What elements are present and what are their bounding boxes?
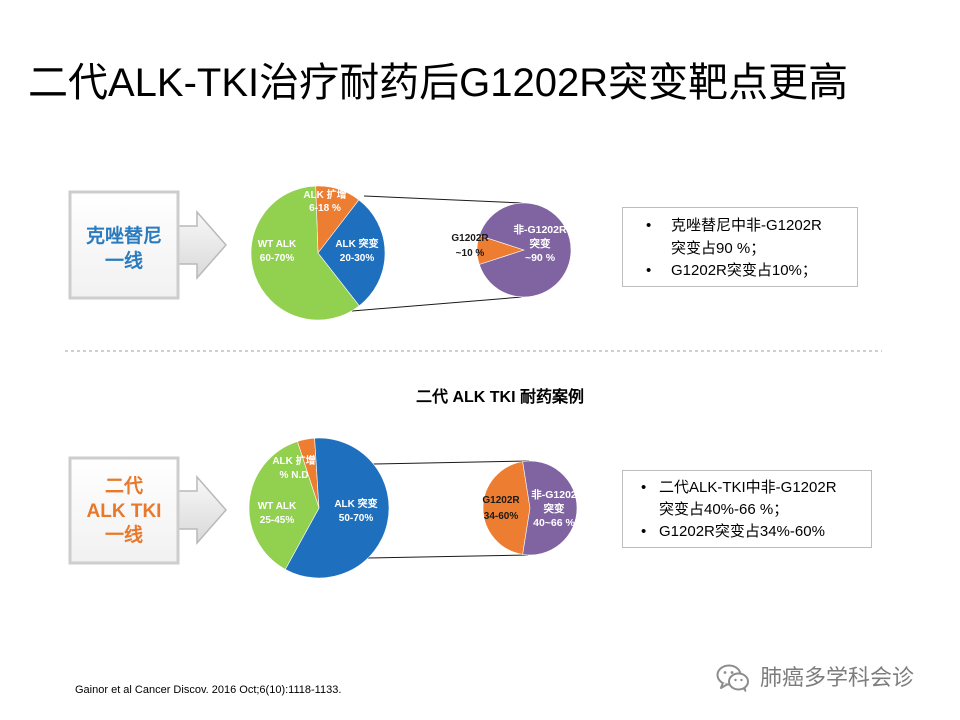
therapy-line: 一线 [104, 251, 143, 272]
note-bullet-item: G1202R突变占34%-60% [659, 521, 871, 543]
slice-name: ALK 突变 [335, 239, 379, 250]
pie-upper-main [250, 185, 386, 321]
connector-line-bottom [367, 554, 529, 559]
pie-lower-main [248, 437, 390, 579]
wechat-icon [716, 664, 749, 692]
bullet-icon [646, 215, 651, 238]
case-heading: 二代 ALK TKI 耐药案例 [416, 389, 584, 406]
pie-1-slice-2 [317, 199, 386, 307]
note-box-lower: 二代ALK-TKI中非-G1202R 突变占40%-66 %； G1202R突变… [622, 470, 872, 548]
note-box-upper: 克唑替尼中非-G1202R 突变占90 %； G1202R突变占10%； [622, 207, 858, 287]
citation: Gainor et al Cancer Discov. 2016 Oct;6(1… [75, 684, 342, 696]
therapy-line: ALK TKI [86, 500, 162, 522]
bullet-icon [641, 521, 646, 543]
slice-value-label: 34-60% [483, 511, 519, 522]
connector-line-top [363, 195, 523, 204]
slice-value-label: ~10 % [455, 248, 485, 259]
note-bullet-item: G1202R突变占10%； [671, 260, 857, 283]
arrow-right-icon [175, 475, 227, 545]
bullet-icon [641, 477, 646, 499]
slice-name: WT ALK [257, 501, 297, 512]
pie-4-slice-1 [482, 461, 531, 555]
slice-name: ALK 扩增 [303, 190, 347, 201]
pie-lower-secondary [482, 460, 578, 556]
slide-title: 二代ALK-TKI治疗耐药后G1202R突变靶点更高 [28, 61, 849, 105]
pie1-label-slice2: ALK 突变 20-30% [335, 238, 378, 266]
slice-name: ALK 突变 [334, 499, 378, 510]
note-bullet-item: 克唑替尼中非-G1202R 突变占90 %； [671, 215, 857, 260]
pie1-label-slice3: WT ALK 60-70% [258, 238, 297, 266]
note-line: G1202R突变占10%； [671, 262, 817, 279]
therapy-box [68, 456, 180, 565]
slice-value-label: 60-70% [259, 253, 295, 264]
slice-name: 非-G1202 [531, 489, 577, 501]
therapy-line: 克唑替尼 [85, 226, 162, 247]
slice-value-label: 20-30% [339, 253, 375, 264]
note-line: 突变占90 %； [671, 239, 766, 257]
therapy-callout-upper [68, 190, 227, 300]
slice-value-label: 6-18 % [309, 203, 341, 214]
slice-name: G1202R [482, 495, 520, 506]
pie-3-slice-2 [284, 437, 390, 579]
note-bullet-item: 二代ALK-TKI中非-G1202R 突变占40%-66 %； [659, 477, 871, 521]
slice-name: 突变 [543, 503, 565, 515]
slice-value-label: 25-45% [259, 515, 295, 526]
watermark-text: 肺癌多学科会诊 [760, 665, 915, 690]
note-line: 克唑替尼中非-G1202R [671, 217, 822, 234]
pie-3-slice-3 [248, 441, 320, 570]
pie3-label-slice2: ALK 突变 50-70% [334, 498, 377, 526]
note-line: 二代ALK-TKI中非-G1202R [659, 479, 837, 496]
arrow-right-icon [175, 210, 227, 280]
pie1-label-slice1: ALK 扩增 6-18 % [303, 189, 346, 215]
slice-value-label: ~90 % [524, 252, 556, 264]
therapy-line: 一线 [104, 525, 143, 546]
pie3-label-slice3: WT ALK 25-45% [258, 500, 297, 528]
slice-name: 突变 [529, 238, 551, 250]
slice-name: WT ALK [257, 239, 297, 250]
pie2-label-slice2: 非-G1202R 突变 ~90 % [513, 223, 566, 265]
connector-line-bottom [351, 296, 523, 312]
therapy-label-upper: 克唑替尼 一线 [70, 224, 178, 274]
therapy-box [68, 190, 180, 300]
pie-4-slice-2 [522, 460, 578, 556]
bullet-icon [646, 260, 651, 283]
pie-1-slice-3 [250, 185, 360, 321]
pie3-label-slice1: ALK 扩增 % N.D [272, 455, 315, 483]
therapy-label-lower: 二代 ALK TKI 一线 [70, 475, 178, 549]
slice-name: 非-G1202R [513, 224, 567, 236]
therapy-callout-lower [68, 456, 227, 565]
pie4-label-slice1: G1202R 34-60% [482, 493, 519, 525]
slice-value-label: 50-70% [338, 513, 374, 524]
pie-2-slice-2 [478, 202, 572, 298]
note-line: 突变占40%-66 %； [659, 501, 789, 518]
note-line: G1202R突变占34%-60% [659, 523, 825, 540]
pie-upper-secondary [476, 202, 572, 298]
slice-value-label: % N.D [279, 470, 309, 481]
slice-name: ALK 扩增 [272, 456, 316, 467]
watermark: 肺癌多学科会诊 [716, 664, 914, 692]
slice-name: G1202R [451, 233, 489, 244]
pie4-label-slice2: 非-G1202 突变 40~66 % [531, 488, 577, 530]
pie2-label-slice1: G1202R ~10 % [451, 231, 488, 261]
connector-line-top [372, 460, 530, 465]
slice-value-label: 40~66 % [533, 517, 575, 529]
therapy-line: 二代 [104, 476, 143, 497]
